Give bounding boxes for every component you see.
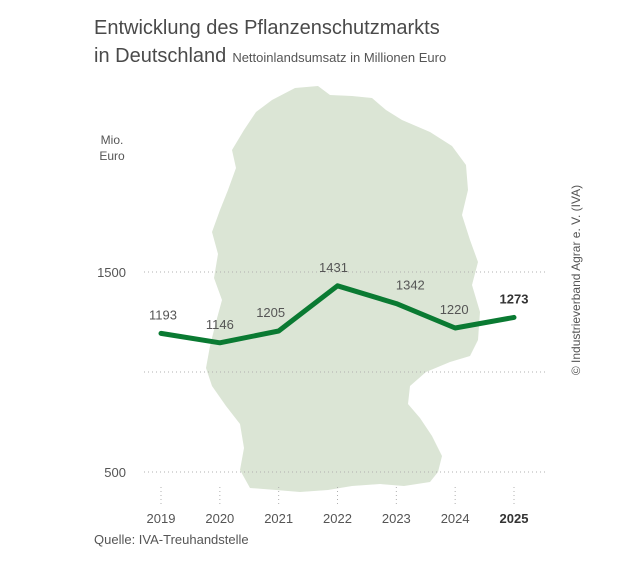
data-label: 1205 (256, 305, 285, 320)
unit-line-1: Mio. (100, 133, 124, 147)
series-line (158, 283, 517, 346)
title-line-2: in Deutschland Nettoinlandsumsatz in Mill… (94, 42, 446, 72)
x-tick-label: 2023 (382, 511, 411, 526)
title-line-1: Entwicklung des Pflanzenschutzmarkts (94, 17, 440, 39)
chart-title: Entwicklung des Pflanzenschutzmarkts in … (94, 14, 446, 72)
y-tick-label: 500 (104, 465, 126, 480)
gridlines (144, 271, 548, 473)
copyright-note: © Industrieverband Agrar e. V. (IVA) (569, 184, 583, 376)
data-label: 1273 (500, 291, 529, 306)
unit-line-2: Euro (99, 149, 125, 163)
x-axis-ticks (160, 487, 515, 507)
chart-subtitle: Nettoinlandsumsatz in Millionen Euro (232, 50, 447, 65)
x-tick-label: 2021 (264, 511, 293, 526)
data-label: 1342 (396, 278, 425, 293)
y-axis-labels: 500 1500 (97, 265, 126, 480)
x-tick-label: 2020 (205, 511, 234, 526)
source-note: Quelle: IVA-Treuhandstelle (94, 532, 249, 547)
x-tick-label: 2025 (500, 511, 529, 526)
x-axis-labels: 2019 2020 2021 2022 2023 2024 2025 (147, 511, 529, 526)
y-tick-label: 1500 (97, 265, 126, 280)
x-tick-label: 2024 (441, 511, 470, 526)
data-labels: 1193 1146 1205 1431 1342 1220 1273 (149, 260, 528, 332)
data-label: 1220 (440, 302, 469, 317)
data-label: 1431 (319, 260, 348, 275)
data-label: 1193 (149, 307, 177, 322)
title-line-2-text: in Deutschland (94, 45, 227, 67)
x-tick-label: 2019 (147, 511, 176, 526)
y-axis-unit: Mio. Euro (96, 132, 128, 164)
x-tick-label: 2022 (323, 511, 352, 526)
data-label: 1146 (206, 317, 234, 332)
